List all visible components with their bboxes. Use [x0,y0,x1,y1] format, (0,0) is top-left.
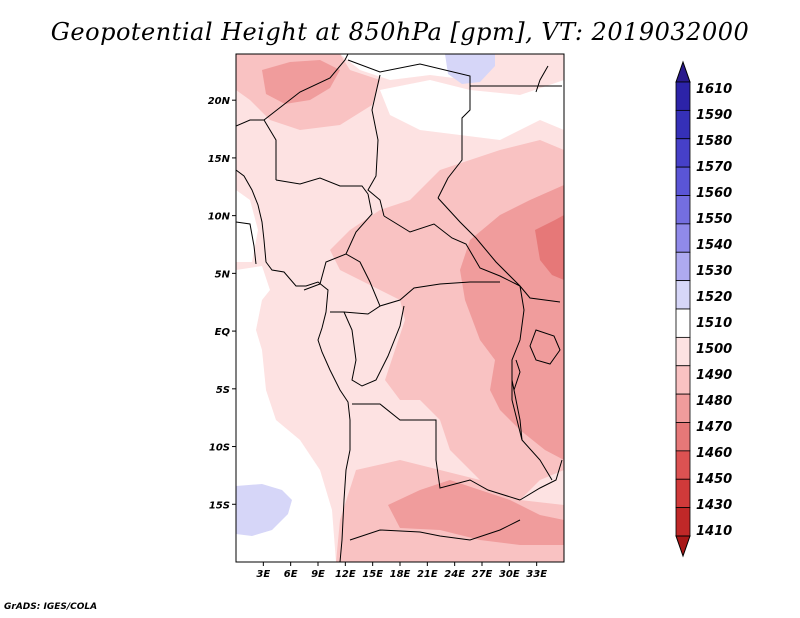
border-libya [347,59,471,199]
lon-tick-label: 9E [311,569,325,580]
lat-tick-label: 15S [209,500,230,511]
lon-tick-label: 3E [256,569,270,580]
map-title: Geopotential Height at 850hPa [gpm], VT:… [50,18,750,46]
colorbar-swatch [675,138,691,168]
field-white-sahara-west [236,190,258,262]
border-angola [352,403,521,501]
field-1480-north [262,60,340,104]
colorbar-label: 1580 [696,134,732,149]
east-coast [535,65,549,93]
lat-tick-label: 5N [215,269,231,280]
border-sahara [263,54,349,121]
colorbar-label: 1610 [696,82,732,97]
lat-tick-label: 5S [216,385,230,396]
colorbar-label: 1530 [696,264,732,279]
colorbar-swatch [675,109,691,140]
colorbar-swatch [675,365,691,395]
lat-axis: 20N 15N 10N 5N EQ 5S 10S 15S [208,96,236,511]
lat-tick-label: 15N [208,154,231,165]
lat-tick-label: EQ [215,327,231,338]
colorbar-label: 1590 [696,108,732,123]
colorbar-swatch [675,195,691,225]
colorbar-bottom-arrow [675,535,691,558]
colorbar-label: 1570 [696,160,732,175]
lon-tick-label: 33E [526,569,547,580]
lon-tick-label: 27E [472,569,493,580]
colorbar-label: 1450 [696,472,732,487]
colorbar-swatch [675,280,691,310]
border-west-africa [236,119,277,180]
colorbar-swatch [675,81,691,111]
colorbar-label: 1490 [696,368,732,383]
colorbar-swatch [675,308,691,338]
colorbar-swatch [675,251,691,282]
field-lavender-southwest [236,484,292,536]
colorbar-label: 1510 [696,316,732,331]
lon-axis: 3E 6E 9E 12E 15E 18E 21E 24E 27E 30E 33E [256,562,547,580]
lon-tick-label: 6E [284,569,298,580]
lon-tick-label: 30E [499,569,520,580]
border-west-africa-2 [236,221,257,265]
lat-tick-label: 20N [208,96,231,107]
boundaries [236,54,563,562]
lon-tick-label: 15E [362,569,383,580]
field-1480-south [388,480,564,545]
colorbar-swatch [675,450,691,480]
colorbar-swatch [675,478,691,509]
field-1480-east [460,185,564,460]
colorbar-swatch [675,393,691,423]
field-1470-core [535,215,564,280]
lon-tick-label: 24E [444,569,465,580]
lon-tick-label: 18E [390,569,411,580]
field-lavender-north [445,54,495,84]
colorbar-label: 1560 [696,186,732,201]
colorbar-swatch [675,507,691,537]
border-car [383,215,521,287]
rift-lakes [513,359,521,391]
colorbar-label: 1460 [696,446,732,461]
grads-credit: GrADS: IGES/COLA [4,602,98,612]
colorbar-top-arrow [675,60,691,83]
lat-tick-label: 10N [208,212,231,223]
border-zambia [519,459,563,501]
map-panel [235,53,565,563]
colorbar-label: 1500 [696,342,732,357]
colorbar-label: 1480 [696,394,732,409]
colorbar-swatch [675,422,691,452]
lat-tick-label: 10S [209,443,230,454]
colorbar: 1610 1590 1580 1570 1560 1550 1540 1530 1520 1510… [675,60,732,558]
colorbar-label: 1550 [696,212,732,227]
colorbar-label: 1520 [696,290,732,305]
border-nigeria-north [275,177,369,195]
border-car-south [379,281,500,307]
lon-tick-label: 21E [417,569,438,580]
colorbar-label: 1430 [696,498,732,513]
field-white-northeast [380,80,564,140]
height-field [236,54,564,562]
border-congo [343,305,405,387]
colorbar-label: 1470 [696,420,732,435]
colorbar-swatch [675,223,691,253]
colorbar-label: 1540 [696,238,732,253]
colorbar-label: 1410 [696,524,732,539]
lon-tick-label: 12E [335,569,356,580]
lake-victoria [529,329,561,365]
border-sudan [437,197,561,303]
colorbar-swatch [675,336,691,367]
coastline-west [236,169,351,562]
border-angola-south [349,519,521,541]
colorbar-swatch [675,166,691,196]
border-niger-chad [367,74,385,217]
